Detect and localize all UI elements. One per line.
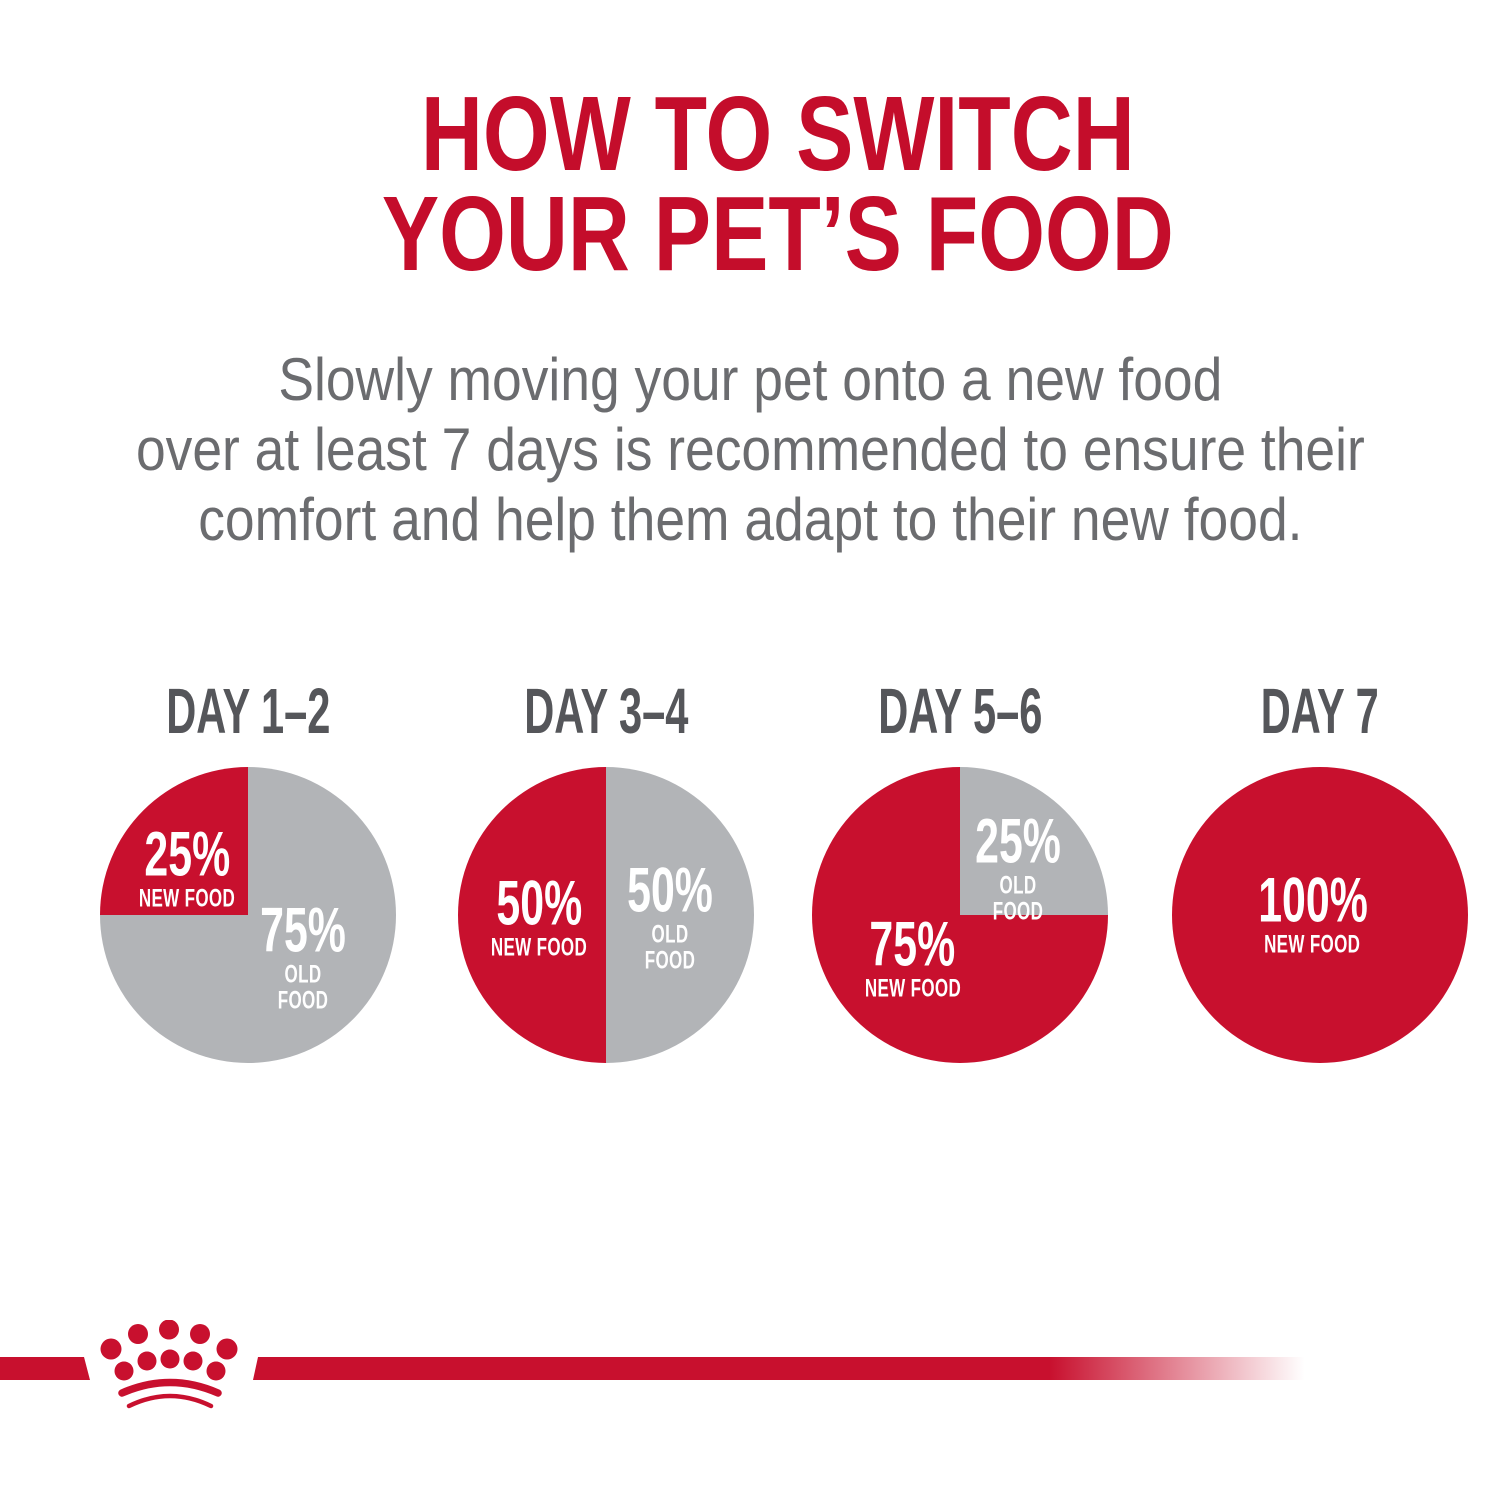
pie-chart: 100% NEW FOOD [1172,767,1468,1063]
day-label: DAY 7 [1261,675,1379,747]
pie-chart: 25% OLD FOOD 75% NEW FOOD [812,767,1108,1063]
day-label: DAY 5–6 [877,675,1043,747]
slice-label: 75% NEW FOOD [864,909,961,1003]
red-divider-bar-right [253,1357,1315,1380]
slice-label: 75% OLD FOOD [259,895,346,1015]
slice-label: 50% OLD FOOD [626,855,713,975]
red-divider-bar-left [0,1357,90,1380]
day-column: DAY 5–6 25% OLD FOOD 75% NEW FOOD [800,676,1120,1063]
slice-label: 50% NEW FOOD [491,868,588,962]
subtitle: Slowly moving your pet onto a new food o… [0,345,1500,555]
day-column: DAY 1–2 25% NEW FOOD 75% OLD FOOD [88,676,408,1063]
day-label: DAY 1–2 [165,675,331,747]
day-column: DAY 3–4 50% NEW FOOD 50% OLD FOOD [446,676,766,1063]
pie-chart: 50% NEW FOOD 50% OLD FOOD [458,767,754,1063]
brand-footer [0,1310,1500,1420]
page-title: HOW TO SWITCH YOUR PET’S FOOD [28,75,1500,293]
slice-label: 25% NEW FOOD [139,819,236,913]
page-title-text: HOW TO SWITCH YOUR PET’S FOOD [382,75,1174,293]
pie-chart-row: DAY 1–2 25% NEW FOOD 75% OLD FOOD DAY 3–4 50% N… [88,676,1480,1063]
slice-label: 100% NEW FOOD [1257,865,1368,959]
royal-canin-crown-icon [100,1320,238,1409]
day-column: DAY 7 100% NEW FOOD [1160,676,1480,1063]
day-label: DAY 3–4 [523,675,689,747]
pie-chart: 25% NEW FOOD 75% OLD FOOD [100,767,396,1063]
subtitle-text: Slowly moving your pet onto a new food o… [135,346,1365,553]
slice-label: 25% OLD FOOD [974,806,1061,926]
